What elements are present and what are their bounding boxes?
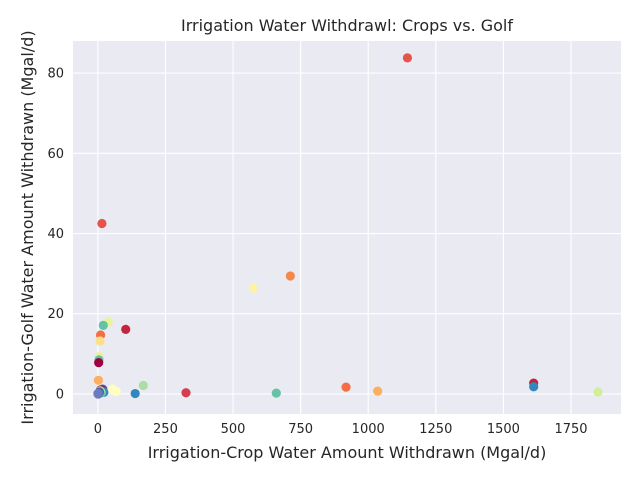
x-tick-label: 1500 (487, 422, 520, 437)
x-tick-label: 0 (94, 422, 102, 437)
data-point (97, 218, 107, 229)
data-point (98, 320, 108, 330)
x-axis-label: Irrigation-Crop Water Amount Withdrawn (… (148, 443, 547, 462)
x-tick-label: 1250 (419, 422, 452, 437)
data-point (285, 271, 295, 281)
x-tick-label: 1000 (352, 422, 385, 437)
grid (73, 41, 621, 414)
data-point (341, 382, 351, 392)
y-tick-label: 80 (47, 67, 64, 82)
data-point (130, 388, 140, 399)
x-tick-labels: 0 250 500 750 1000 1250 1500 1750 (94, 422, 588, 437)
plot-background (73, 41, 621, 414)
y-tick-label: 40 (47, 227, 64, 242)
data-point (271, 388, 281, 398)
data-point (181, 388, 191, 398)
data-point (248, 283, 258, 293)
data-point (95, 336, 105, 346)
data-point (111, 386, 121, 397)
y-tick-label: 20 (47, 307, 64, 322)
data-point (373, 386, 383, 396)
x-tick-label: 250 (153, 422, 178, 437)
x-tick-label: 1750 (554, 422, 587, 437)
data-point (93, 375, 104, 385)
data-point (593, 387, 603, 397)
y-axis-label: Irrigation-Golf Water Amount Withdrawn (… (18, 30, 37, 424)
y-tick-label: 60 (47, 147, 64, 162)
data-point (402, 53, 413, 63)
data-point (138, 380, 148, 391)
data-point (94, 358, 104, 368)
data-points (93, 53, 603, 399)
y-tick-labels: 0 20 40 60 80 (47, 67, 64, 403)
x-tick-label: 750 (288, 422, 313, 437)
data-point (121, 324, 131, 334)
x-tick-label: 500 (221, 422, 246, 437)
data-point (529, 382, 539, 392)
data-point (93, 388, 103, 399)
y-tick-label: 0 (56, 387, 64, 402)
chart-title: Irrigation Water Withdrawl: Crops vs. Go… (181, 16, 513, 35)
